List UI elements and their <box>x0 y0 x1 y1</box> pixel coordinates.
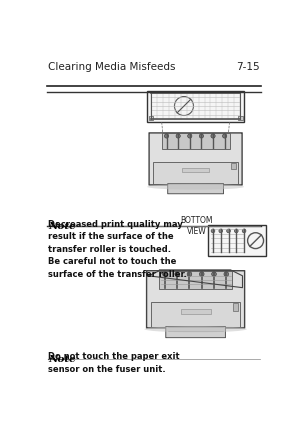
FancyBboxPatch shape <box>149 134 242 185</box>
Text: Note: Note <box>48 354 76 363</box>
Bar <box>238 117 243 121</box>
Circle shape <box>211 230 215 233</box>
Text: Do not touch the paper exit 
sensor on the fuser unit.: Do not touch the paper exit sensor on th… <box>48 351 182 373</box>
Bar <box>233 304 238 311</box>
Bar <box>231 163 236 170</box>
Bar <box>208 226 266 256</box>
Bar <box>151 302 240 327</box>
Circle shape <box>187 272 192 277</box>
Circle shape <box>175 272 179 277</box>
Text: Clearing Media Misfeeds: Clearing Media Misfeeds <box>48 62 176 72</box>
Circle shape <box>219 230 223 233</box>
FancyBboxPatch shape <box>147 271 244 328</box>
Circle shape <box>224 272 229 277</box>
FancyBboxPatch shape <box>168 184 224 194</box>
Circle shape <box>211 135 215 139</box>
Circle shape <box>164 135 169 139</box>
Bar <box>182 168 209 173</box>
Circle shape <box>227 230 230 233</box>
Circle shape <box>200 272 204 277</box>
Circle shape <box>212 272 216 277</box>
Ellipse shape <box>145 326 247 333</box>
Circle shape <box>235 230 238 233</box>
Circle shape <box>242 230 246 233</box>
Circle shape <box>163 272 167 277</box>
Text: Decreased print quality may 
result if the surface of the 
transfer roller is to: Decreased print quality may result if th… <box>48 219 187 278</box>
Ellipse shape <box>147 184 244 190</box>
Circle shape <box>199 135 203 139</box>
Bar <box>147 91 244 123</box>
Circle shape <box>223 135 227 139</box>
Text: Note: Note <box>48 222 76 231</box>
Circle shape <box>176 135 180 139</box>
Bar <box>181 309 211 314</box>
FancyBboxPatch shape <box>166 327 225 338</box>
Text: BOTTOM
VIEW: BOTTOM VIEW <box>181 215 213 236</box>
Bar <box>159 271 232 289</box>
Bar <box>153 163 238 184</box>
Text: 7-15: 7-15 <box>236 62 260 72</box>
Bar <box>161 134 230 150</box>
Circle shape <box>188 135 192 139</box>
Bar <box>148 117 154 121</box>
